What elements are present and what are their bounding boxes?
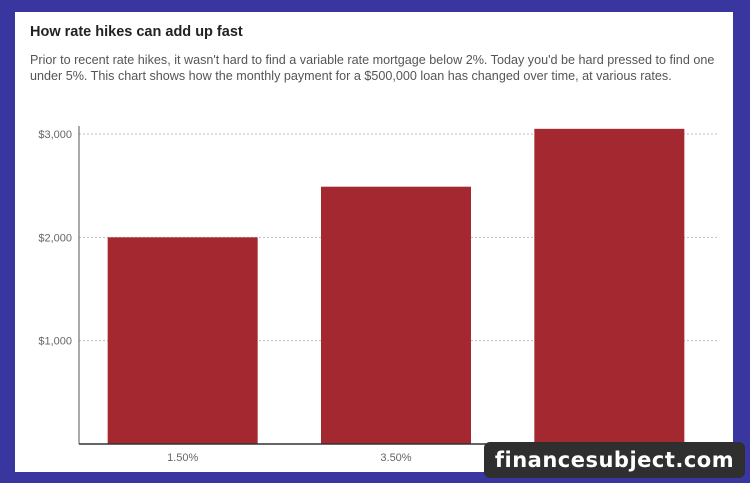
bar: [534, 129, 684, 444]
y-tick-label: $1,000: [38, 336, 72, 348]
bar: [321, 187, 471, 444]
x-tick-label: 1.50%: [167, 452, 198, 464]
chart-card: How rate hikes can add up fast Prior to …: [15, 12, 733, 472]
x-tick-label: 3.50%: [380, 452, 411, 464]
watermark-logo: financesubject.com: [484, 442, 745, 478]
y-tick-label: $2,000: [38, 232, 72, 244]
y-tick-label: $3,000: [38, 129, 72, 141]
bar: [108, 237, 258, 444]
